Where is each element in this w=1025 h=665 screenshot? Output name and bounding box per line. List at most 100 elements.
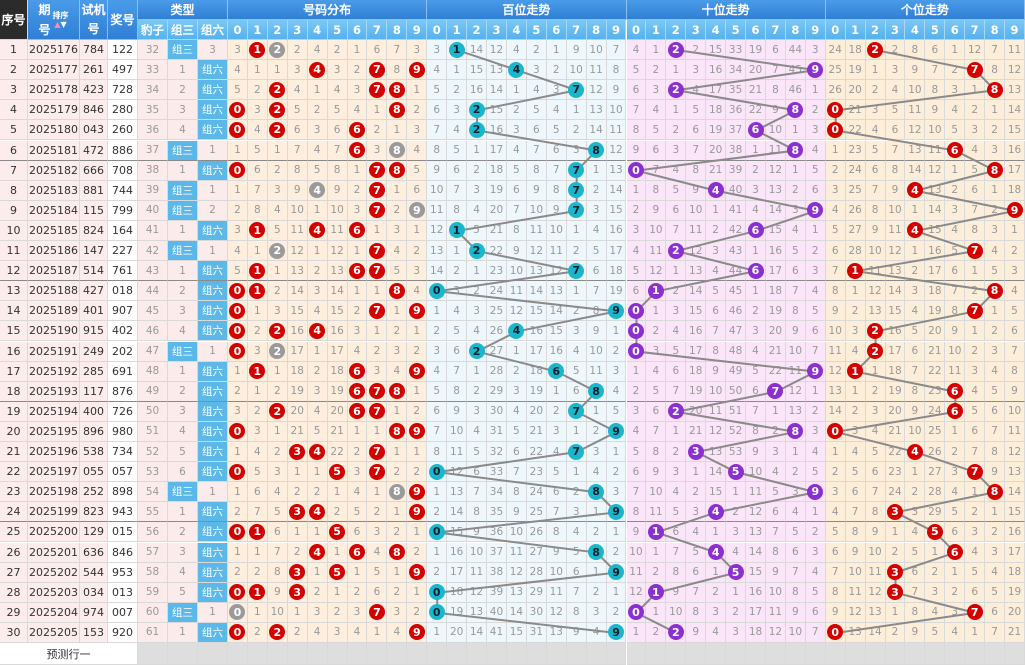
ge-cell: 6 [825,542,846,563]
bai-cell: 7 [566,261,587,282]
predict-cell[interactable] [726,643,747,665]
predict-cell[interactable] [865,643,886,665]
ge-ball: 0 [827,121,844,138]
header-type-0: 豹子 [138,20,168,40]
predict-cell[interactable] [1005,643,1025,665]
predict-cell[interactable] [287,643,308,665]
header-period[interactable]: 期号 排序 ▲▼ [28,0,80,40]
shi-cell: 8 [785,140,806,161]
predict-cell[interactable] [267,643,288,665]
predict-cell[interactable] [985,643,1006,665]
header-type-2: 组六 [198,20,228,40]
predict-cell[interactable] [407,643,428,665]
bai-cell: 1 [467,361,488,382]
predict-cell[interactable] [885,643,906,665]
dist-cell: 2 [387,200,408,221]
shi-cell: 16 [706,60,727,81]
bai-cell: 13 [506,582,527,603]
predict-cell[interactable] [247,643,268,665]
predict-cell[interactable] [168,643,198,665]
ge-cell: 5 [985,582,1006,603]
predict-cell[interactable] [228,643,248,665]
bai-ball: 7 [568,262,585,279]
predict-cell[interactable] [606,643,627,665]
bai-cell: 38 [487,562,507,583]
dist-cell: 1 [307,562,328,583]
predict-cell[interactable] [706,643,727,665]
predict-cell[interactable] [805,643,826,665]
shi-cell: 8 [666,562,687,583]
predict-cell[interactable] [546,643,567,665]
type-omission: 5 [168,582,198,603]
bai-cell: 4 [447,301,468,322]
predict-cell[interactable] [626,643,647,665]
predict-cell[interactable] [307,643,328,665]
bai-cell: 6 [427,401,448,422]
predict-cell[interactable] [666,643,687,665]
dist-cell: 4 [267,200,288,221]
predict-cell[interactable] [138,643,168,665]
predict-cell[interactable] [825,643,846,665]
predict-cell[interactable] [198,643,228,665]
predict-cell[interactable] [427,643,448,665]
predict-cell[interactable] [686,643,707,665]
type-omission: 48 [138,361,168,382]
dist-cell: 5 [287,100,308,121]
type-omission: 1 [168,361,198,382]
predict-cell[interactable] [387,643,408,665]
row-period: 2025191 [28,341,80,362]
shi-cell: 2 [706,220,727,241]
predict-cell[interactable] [467,643,488,665]
bai-cell: 9 [546,200,567,221]
dist-cell: 1 [267,421,288,442]
predict-cell[interactable] [945,643,966,665]
shi-cell: 1 [646,301,667,322]
sort-button[interactable]: 排序 ▲▼ [53,11,69,29]
dist-cell: 3 [247,421,268,442]
header-bai-group: 百位走势 [427,0,627,20]
predict-cell[interactable] [327,643,348,665]
shi-cell: 37 [726,120,747,141]
header-ge-group: 个位走势 [825,0,1025,20]
predict-cell[interactable] [526,643,547,665]
predict-cell[interactable] [586,643,607,665]
dist-cell: 1 [228,361,248,382]
bai-cell: 6 [467,462,488,483]
bai-ball: 0 [428,463,445,480]
predict-cell[interactable] [925,643,946,665]
predict-cell[interactable] [965,643,986,665]
predict-cell[interactable] [367,643,388,665]
predict-cell[interactable] [487,643,507,665]
ge-cell: 13 [825,381,846,402]
predict-cell[interactable] [347,643,368,665]
dist-cell: 0 [228,120,248,141]
row-test: 055 [80,462,108,483]
type-hit-1: 组三 [168,140,198,161]
ge-cell: 12 [865,281,886,302]
dist-ball: 3 [289,564,306,581]
shi-cell: 7 [666,381,687,402]
predict-cell[interactable] [646,643,667,665]
predict-cell[interactable] [765,643,786,665]
predict-cell[interactable] [905,643,926,665]
bai-cell: 33 [487,462,507,483]
dist-cell: 1 [347,562,368,583]
bai-cell: 2 [467,341,488,362]
predict-cell[interactable] [506,643,527,665]
ge-cell: 24 [845,160,866,181]
predict-cell[interactable] [566,643,587,665]
dist-cell: 2 [287,482,308,503]
bai-cell: 3 [566,140,587,161]
dist-cell: 0 [228,301,248,322]
ge-cell: 13 [865,602,886,623]
bai-cell: 1 [447,241,468,262]
ge-ball: 8 [986,483,1003,500]
predict-cell[interactable] [785,643,806,665]
dist-cell: 4 [347,482,368,503]
ge-cell: 0 [825,622,846,643]
predict-cell[interactable] [447,643,468,665]
bai-cell: 7 [546,502,567,523]
predict-cell[interactable] [845,643,866,665]
predict-cell[interactable] [746,643,766,665]
bai-ball: 9 [608,423,625,440]
